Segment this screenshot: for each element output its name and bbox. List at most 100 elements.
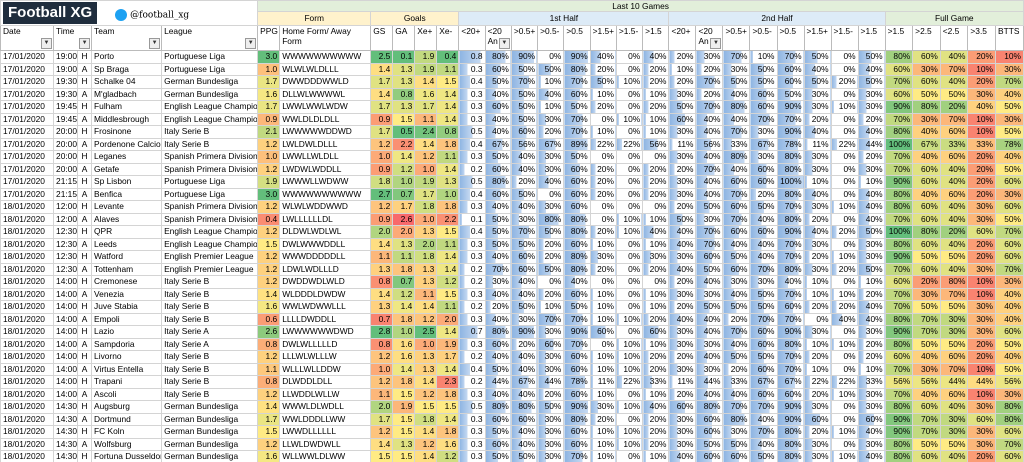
cell: 0% (830, 237, 859, 251)
cell: 20:00 (53, 137, 79, 151)
cell: 0.4 (458, 137, 486, 151)
cell: 0% (830, 50, 859, 64)
cell: Leganes (91, 150, 163, 164)
cell: Empoli (91, 312, 163, 326)
cell: 60% (749, 175, 778, 189)
cell: 10% (642, 212, 670, 226)
cell: 0.4 (458, 225, 486, 239)
data-row: 18/01/2020 14:00 H Juve Stabia Italy Serie B… (0, 300, 1024, 314)
cell: 19:45 (53, 112, 79, 126)
cell: 30% (537, 325, 565, 339)
cell: 1.2 (414, 387, 438, 401)
cell: 30% (537, 150, 565, 164)
cell: DLWDDLDLL (279, 375, 372, 389)
cell: 20% (830, 75, 859, 89)
cell: 80% (563, 250, 591, 264)
cell: A (77, 412, 93, 426)
cell: Italy Serie B (161, 125, 259, 139)
cell: 1.2 (436, 450, 460, 462)
cell: Trapani (91, 375, 163, 389)
cell: 30% (967, 87, 996, 101)
cell: 0% (830, 150, 859, 164)
cell: 0.9 (370, 112, 394, 126)
column-label: <20 An (487, 26, 502, 47)
logo-cell: Football XG @football_xg (0, 0, 259, 26)
cell: 40% (749, 212, 778, 226)
cell: 60% (563, 387, 591, 401)
cell: 80% (776, 425, 805, 439)
cell: 50% (912, 250, 941, 264)
cell: 19:30 (53, 75, 79, 89)
cell: DWLWLLLLLD (279, 337, 372, 351)
cell: 0.9 (257, 112, 281, 126)
cell: 20% (668, 200, 697, 214)
cell: 80% (776, 212, 805, 226)
cell: LWWLWWLWDW (279, 100, 372, 114)
cell: 50% (749, 62, 778, 76)
filter-button[interactable]: ▼ (498, 38, 510, 49)
filter-button[interactable]: ▼ (710, 38, 722, 49)
column-header: Team ▼ (91, 25, 163, 51)
cell: 1.0 (257, 150, 281, 164)
cell: 0.7 (392, 187, 416, 201)
filter-button[interactable]: ▼ (245, 38, 257, 49)
cell: 10% (589, 437, 617, 451)
cell: Frosinone (91, 125, 163, 139)
filter-button[interactable]: ▼ (79, 38, 91, 49)
cell: 70% (695, 75, 724, 89)
cell: 50% (857, 75, 886, 89)
cell: 0% (830, 212, 859, 226)
cell: 60% (884, 87, 914, 101)
cell: A (77, 437, 93, 451)
data-row: 18/01/2020 12:00 H Levante Spanish Primera D… (0, 200, 1024, 214)
cell: 50% (749, 200, 778, 214)
cell: 70% (995, 262, 1024, 276)
cell: 20% (668, 350, 697, 364)
cell: 40% (695, 150, 724, 164)
cell: 18/01/2020 (0, 375, 55, 389)
cell: 0.3 (458, 100, 486, 114)
cell: 60% (884, 62, 914, 76)
cell: 18/01/2020 (0, 350, 55, 364)
filter-button[interactable]: ▼ (41, 38, 53, 49)
cell: 20% (642, 350, 670, 364)
cell: 10% (615, 75, 644, 89)
cell: 44% (484, 375, 512, 389)
cell: Ascoli (91, 387, 163, 401)
cell: Sp Braga (91, 62, 163, 76)
cell: 30% (695, 50, 724, 64)
cell: 90% (776, 412, 805, 426)
cell: 60% (695, 250, 724, 264)
cell: 50% (668, 100, 697, 114)
cell: 1.1 (414, 112, 438, 126)
cell: 80% (884, 437, 914, 451)
cell: 90% (776, 400, 805, 414)
cell: 78% (563, 375, 591, 389)
cell: 12:30 (53, 250, 79, 264)
cell: 1.1 (370, 387, 394, 401)
cell: 80% (563, 412, 591, 426)
cell: 2.8 (370, 325, 394, 339)
cell: 1.2 (257, 437, 281, 451)
cell: A (77, 212, 93, 226)
cell: 30% (722, 62, 751, 76)
cell: 30% (912, 287, 941, 301)
cell: 70% (995, 437, 1024, 451)
cell: 1.5 (257, 425, 281, 439)
cell: 60% (995, 325, 1024, 339)
cell: 20% (803, 212, 832, 226)
cell: A (77, 62, 93, 76)
cell: 40% (803, 62, 832, 76)
cell: H (77, 225, 93, 239)
cell: 2.6 (392, 212, 416, 226)
cell: 50% (995, 162, 1024, 176)
cell: 20% (803, 112, 832, 126)
cell: 50% (912, 337, 941, 351)
cell: 60% (695, 412, 724, 426)
cell: 0% (615, 325, 644, 339)
cell: 14:30 (53, 450, 79, 462)
filter-button[interactable]: ▼ (149, 38, 161, 49)
cell: 1.0 (370, 150, 394, 164)
cell: 17/01/2020 (0, 100, 55, 114)
cell: LWWWLLWDWW (279, 175, 372, 189)
